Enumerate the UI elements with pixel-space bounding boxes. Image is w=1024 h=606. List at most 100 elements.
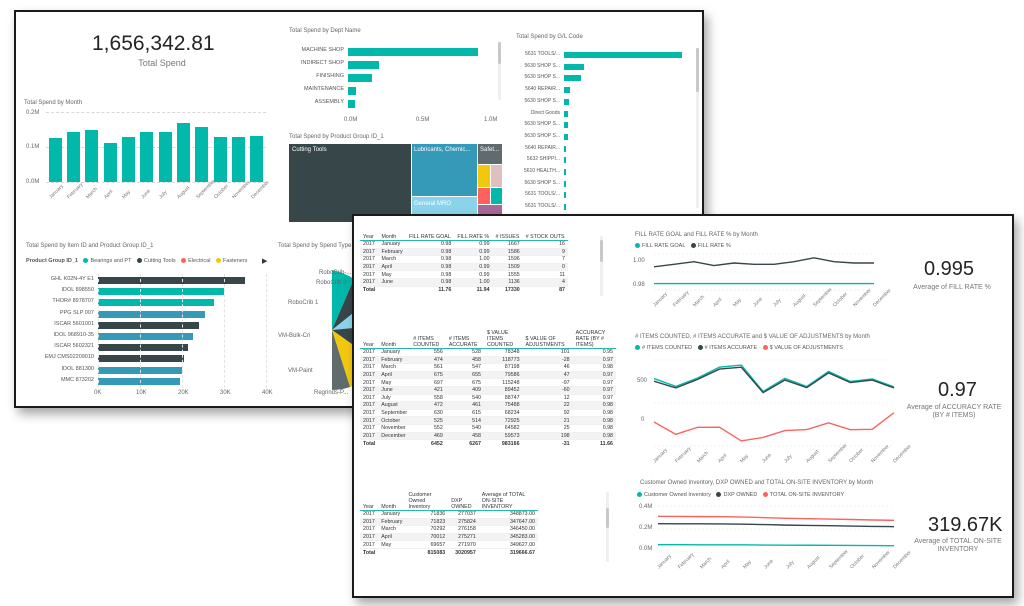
dept-bar[interactable] bbox=[348, 87, 357, 95]
dept-bar[interactable] bbox=[348, 61, 379, 69]
dept-bar[interactable] bbox=[348, 48, 479, 56]
gl-bar[interactable] bbox=[564, 122, 568, 129]
column-header[interactable]: Month bbox=[378, 492, 406, 511]
gl-bar[interactable] bbox=[564, 87, 570, 94]
gl-bar[interactable] bbox=[564, 110, 568, 117]
table-row[interactable]: 2017 September 630 615 68234 92 0.98 bbox=[360, 409, 616, 418]
month-bar[interactable] bbox=[195, 126, 209, 182]
gl-bar[interactable] bbox=[564, 133, 568, 140]
item-bar[interactable] bbox=[98, 377, 180, 385]
series-line[interactable] bbox=[653, 412, 895, 442]
column-header[interactable]: Month bbox=[378, 234, 406, 241]
treemap-tile[interactable] bbox=[478, 205, 502, 214]
month-bar[interactable] bbox=[231, 136, 246, 182]
gl-bar[interactable] bbox=[564, 157, 567, 164]
item-bar[interactable] bbox=[98, 288, 224, 296]
month-bar[interactable] bbox=[85, 129, 99, 182]
table-row[interactable]: 2017 August 472 461 75488 22 0.98 bbox=[360, 401, 616, 410]
legend-next-arrow-icon[interactable]: ▶ bbox=[262, 258, 268, 265]
column-header[interactable]: Year bbox=[360, 234, 379, 241]
dept-scrollbar[interactable] bbox=[498, 42, 501, 64]
table-row[interactable]: 2017 May 69657 271970 349627.00 bbox=[360, 540, 538, 549]
series-line[interactable] bbox=[653, 364, 895, 393]
item-bar[interactable] bbox=[98, 310, 206, 318]
item-bar[interactable] bbox=[98, 333, 193, 340]
table-row[interactable]: 2017 February 474 458 118773 -28 0.97 bbox=[360, 356, 616, 365]
treemap-tile-cutting-tools[interactable]: Cutting Tools bbox=[289, 144, 411, 222]
table-row[interactable]: 2017 June 0.98 1.00 1136 4 bbox=[360, 278, 568, 287]
column-header[interactable]: # ITEMS ACCURATE bbox=[445, 330, 484, 349]
month-bar[interactable] bbox=[140, 132, 154, 182]
table-row[interactable]: 2017 February 71823 275824 347647.00 bbox=[360, 518, 538, 527]
treemap-tile[interactable] bbox=[491, 165, 502, 187]
treemap-tile[interactable] bbox=[491, 188, 502, 204]
table-row[interactable]: 2017 March 0.98 1.00 1596 7 bbox=[360, 255, 568, 264]
table-row[interactable]: 2017 May 697 675 115248 -97 0.97 bbox=[360, 378, 616, 387]
table-row[interactable]: 2017 April 675 655 79586 47 0.97 bbox=[360, 371, 616, 380]
column-header[interactable]: FILL RATE GOAL bbox=[405, 234, 455, 241]
table-row[interactable]: 2017 February 0.98 0.99 1586 9 bbox=[360, 248, 568, 257]
table-row[interactable]: 2017 October 525 514 72925 21 0.98 bbox=[360, 416, 616, 425]
table-row[interactable]: 2017 June 421 409 89452 -60 0.97 bbox=[360, 386, 616, 395]
fill-scrollbar[interactable] bbox=[600, 240, 603, 262]
item-bar[interactable] bbox=[98, 355, 185, 363]
fill-scroll-track[interactable] bbox=[600, 236, 603, 296]
column-header[interactable]: Average of TOTAL ON-SITE INVENTORY bbox=[478, 492, 538, 511]
month-bar[interactable] bbox=[66, 131, 81, 182]
inventory-scrollbar[interactable] bbox=[606, 508, 609, 528]
treemap-tile[interactable] bbox=[478, 165, 490, 187]
table-row[interactable]: 2017 January 556 528 78348 101 0.95 bbox=[360, 348, 616, 357]
month-bar[interactable] bbox=[121, 136, 136, 182]
table-row[interactable]: 2017 May 0.98 0.99 1555 11 bbox=[360, 270, 568, 279]
table-row[interactable]: 2017 January 0.98 0.99 1667 16 bbox=[360, 240, 568, 249]
column-header[interactable]: Year bbox=[360, 492, 379, 511]
table-row[interactable]: 2017 March 561 547 87198 46 0.98 bbox=[360, 363, 616, 372]
column-header[interactable]: ACCURACY RATE (BY # ITEMS) bbox=[572, 330, 616, 349]
table-row[interactable]: 2017 April 70012 275271 345283.00 bbox=[360, 533, 538, 542]
series-line[interactable] bbox=[657, 522, 895, 528]
series-line[interactable] bbox=[653, 366, 895, 394]
gl-bar[interactable] bbox=[564, 180, 567, 187]
treemap-tile[interactable] bbox=[478, 188, 490, 204]
table-row[interactable]: 2017 July 558 540 88747 12 0.97 bbox=[360, 394, 616, 403]
gl-scroll-track[interactable] bbox=[696, 48, 699, 208]
month-bar[interactable] bbox=[250, 136, 264, 182]
dept-bar[interactable] bbox=[348, 74, 372, 82]
series-line[interactable] bbox=[653, 257, 874, 268]
month-bar[interactable] bbox=[176, 123, 191, 182]
gl-bar[interactable] bbox=[564, 169, 567, 175]
gl-bar[interactable] bbox=[564, 145, 567, 152]
series-line[interactable] bbox=[657, 515, 895, 522]
treemap-tile-safety[interactable]: Safet... bbox=[478, 144, 502, 164]
column-header[interactable]: # STOCK OUTS bbox=[522, 234, 568, 241]
item-bar[interactable] bbox=[98, 277, 245, 284]
dept-bar[interactable] bbox=[348, 100, 355, 108]
column-header[interactable]: DXP OWNED bbox=[448, 492, 479, 511]
table-row[interactable]: 2017 March 70292 276158 346450.00 bbox=[360, 525, 538, 534]
month-bar[interactable] bbox=[48, 138, 62, 182]
dept-scroll-track[interactable] bbox=[498, 42, 501, 100]
table-row[interactable]: 2017 November 552 540 64582 25 0.98 bbox=[360, 424, 616, 433]
gl-bar[interactable] bbox=[564, 52, 682, 58]
month-bar[interactable] bbox=[103, 142, 117, 182]
month-bar[interactable] bbox=[213, 136, 227, 182]
series-line[interactable] bbox=[658, 543, 895, 547]
column-header[interactable]: FILL RATE % bbox=[454, 234, 493, 241]
gl-scrollbar[interactable] bbox=[696, 48, 699, 92]
item-bar[interactable] bbox=[98, 321, 199, 329]
column-header[interactable]: Customer Owned Inventory bbox=[405, 492, 449, 511]
item-bar[interactable] bbox=[98, 299, 214, 307]
gl-bar[interactable] bbox=[564, 204, 567, 211]
gl-bar[interactable] bbox=[564, 192, 567, 199]
column-header[interactable]: $ VALUE OF ADJUSTMENTS bbox=[522, 330, 573, 349]
column-header[interactable]: Month bbox=[378, 330, 411, 349]
table-row[interactable]: 2017 January 71836 277037 348873.00 bbox=[360, 510, 538, 519]
table-row[interactable]: 2017 April 0.98 0.99 1509 0 bbox=[360, 263, 568, 272]
column-header[interactable]: # ITEMS COUNTED bbox=[410, 330, 446, 349]
column-header[interactable]: $ VALUE ITEMS COUNTED bbox=[483, 330, 523, 349]
treemap-tile-lubricants[interactable]: Lubricants, Chemic... bbox=[412, 144, 477, 196]
column-header[interactable]: Year bbox=[360, 330, 379, 349]
table-row[interactable]: 2017 December 469 458 59573 198 0.98 bbox=[360, 432, 616, 441]
gl-bar[interactable] bbox=[564, 98, 569, 105]
gl-bar[interactable] bbox=[564, 63, 585, 70]
